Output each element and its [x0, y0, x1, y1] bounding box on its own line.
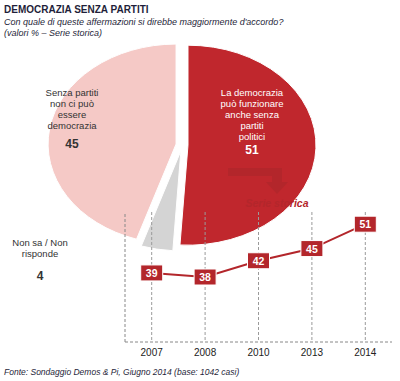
data-label: 51: [245, 143, 259, 157]
grid-line: [311, 212, 312, 342]
data-label: 45: [306, 243, 318, 255]
slice-label-line: Senza partiti: [46, 87, 99, 98]
line-series: [149, 221, 369, 280]
data-label: 42: [253, 255, 265, 267]
slice-label-line: essere: [58, 109, 87, 120]
slice-label-line: Non sa / Non: [12, 237, 67, 248]
line: [152, 224, 366, 277]
slice-label-line: non ci può: [50, 98, 94, 109]
canvas: DEMOCRAZIA SENZA PARTITI Con quale di que…: [0, 0, 400, 381]
data-label: 4: [37, 269, 44, 283]
data-label-box: [354, 216, 376, 232]
slice-label: La democraziapuò funzionareanche senzapa…: [221, 87, 284, 142]
slice-label-line: può funzionare: [221, 98, 284, 109]
data-label-box: [141, 265, 163, 281]
source: Fonte: Sondaggio Demos & Pi, Giugno 2014…: [4, 367, 239, 377]
subtitle: (valori % – Serie storica): [4, 28, 102, 38]
data-label-box: [248, 253, 270, 269]
data-label: 51: [359, 218, 371, 230]
data-label: 38: [199, 271, 211, 283]
data-label-box: [194, 269, 216, 285]
x-tick-label: 2008: [194, 347, 217, 358]
slice-label-line: democrazia: [47, 120, 97, 131]
data-label: 39: [146, 267, 158, 279]
data-label-box: [301, 241, 323, 257]
slice-label: Senza partitinon ci puòesseredemocrazia: [46, 87, 99, 131]
pie-slice: [48, 44, 176, 239]
slice-label-line: anche senza: [225, 109, 280, 120]
slice-label: Non sa / Nonrisponde: [12, 237, 67, 259]
slice-label-line: partiti: [240, 120, 263, 131]
grid-line: [258, 212, 259, 342]
chart-root: DEMOCRAZIA SENZA PARTITI Con quale di que…: [0, 0, 400, 381]
pie-slice: [180, 45, 316, 245]
arrow: [228, 168, 288, 194]
pie: [48, 44, 316, 251]
x-tick-label: 2013: [301, 347, 324, 358]
slice-label-line: La democrazia: [221, 87, 284, 98]
title: DEMOCRAZIA SENZA PARTITI: [4, 4, 149, 15]
slice-label-line: risponde: [22, 248, 58, 259]
x-tick-label: 2007: [141, 347, 164, 358]
y-axis-line: [125, 212, 126, 342]
slice-label-line: politici: [239, 131, 265, 142]
x-tick-label: 2010: [247, 347, 270, 358]
subtitle: Con quale di queste affermazioni si dire…: [4, 17, 283, 27]
x-tick-label: 2014: [354, 347, 377, 358]
series-title: Serie storica: [245, 197, 308, 209]
data-label: 45: [65, 137, 79, 151]
